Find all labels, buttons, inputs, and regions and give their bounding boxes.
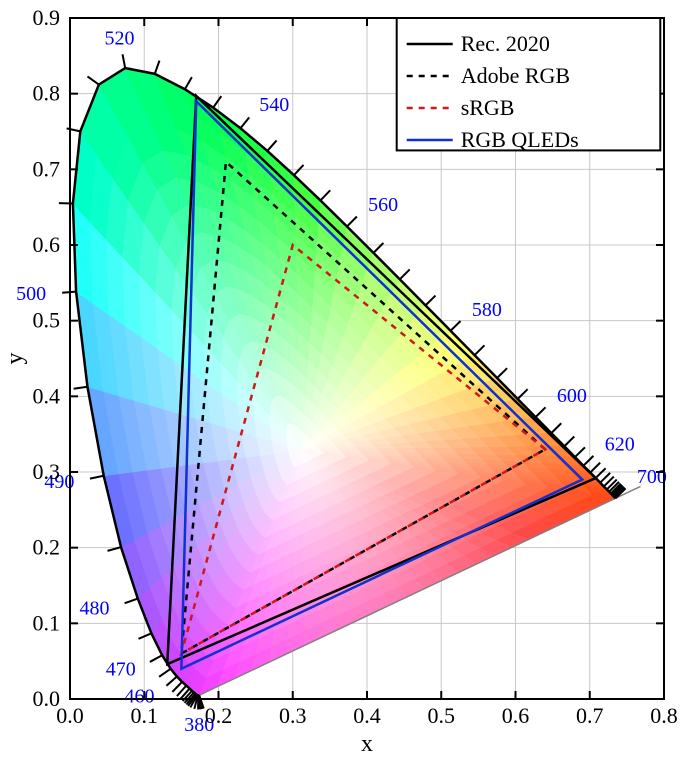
x-tick-label: 0.8 [650, 703, 678, 728]
chromaticity-chart: 3804604704804905005205405605806006207000… [0, 0, 684, 764]
y-tick-label: 0.3 [33, 459, 61, 484]
wavelength-label: 600 [557, 385, 587, 407]
wavelength-label: 520 [105, 28, 135, 50]
x-tick-label: 0.5 [428, 703, 456, 728]
legend-label: Adobe RGB [461, 63, 570, 88]
wavelength-label: 700 [637, 466, 667, 488]
wavelength-label: 580 [472, 299, 502, 321]
y-tick-label: 0.5 [33, 308, 61, 333]
wavelength-label: 500 [16, 283, 46, 305]
legend-label: RGB QLEDs [461, 127, 579, 152]
y-tick-label: 0.7 [33, 156, 61, 181]
legend-label: Rec. 2020 [461, 31, 550, 56]
y-tick-label: 0.6 [33, 232, 61, 257]
x-axis-title: x [361, 731, 373, 757]
legend-label: sRGB [461, 95, 515, 120]
x-tick-label: 0.6 [502, 703, 530, 728]
y-tick-label: 0.1 [33, 610, 61, 635]
chart-svg: 3804604704804905005205405605806006207000… [0, 0, 684, 764]
x-tick-label: 0.0 [56, 703, 84, 728]
legend: Rec. 2020 Adobe RGB sRGB RGB QLEDs [397, 18, 661, 152]
y-tick-label: 0.0 [33, 686, 61, 711]
wavelength-label: 470 [106, 659, 136, 681]
wavelength-label: 480 [79, 598, 109, 620]
y-axis-title: y [2, 353, 28, 365]
x-tick-label: 0.1 [131, 703, 159, 728]
wavelength-label: 620 [605, 434, 635, 456]
x-tick-label: 0.7 [576, 703, 604, 728]
y-tick-label: 0.2 [33, 535, 61, 560]
x-tick-label: 0.4 [353, 703, 381, 728]
x-tick-label: 0.3 [279, 703, 307, 728]
y-tick-label: 0.8 [33, 81, 61, 106]
y-tick-label: 0.4 [33, 383, 61, 408]
wavelength-label: 540 [259, 94, 289, 116]
x-tick-label: 0.2 [205, 703, 233, 728]
y-tick-label: 0.9 [33, 5, 61, 30]
wavelength-label: 560 [368, 194, 398, 216]
